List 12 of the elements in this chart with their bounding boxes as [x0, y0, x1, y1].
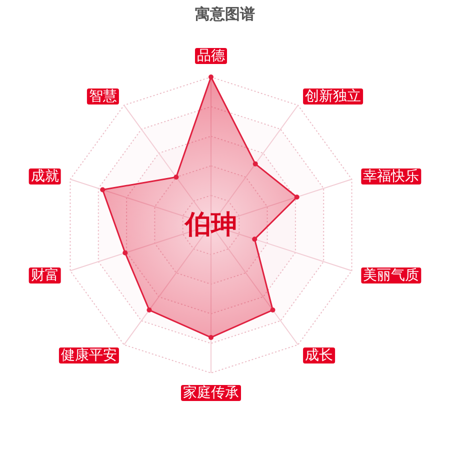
spoke-label: 品德	[197, 48, 225, 64]
spoke-label: 财富	[30, 267, 59, 284]
spoke-label: 家庭传承	[183, 385, 239, 401]
text: 伯珅	[184, 210, 237, 240]
spoke-label: 幸福快乐	[363, 168, 420, 185]
spoke-label: 美丽气质	[363, 267, 420, 284]
spoke-label: 智慧	[88, 88, 117, 105]
spoke-label: 成就	[30, 168, 59, 185]
spoke-label: 创新独立	[305, 88, 362, 105]
chart-title: 寓意图谱	[195, 5, 255, 23]
spoke-label: 成长	[305, 347, 334, 364]
spoke-label: 健康平安	[60, 347, 117, 364]
